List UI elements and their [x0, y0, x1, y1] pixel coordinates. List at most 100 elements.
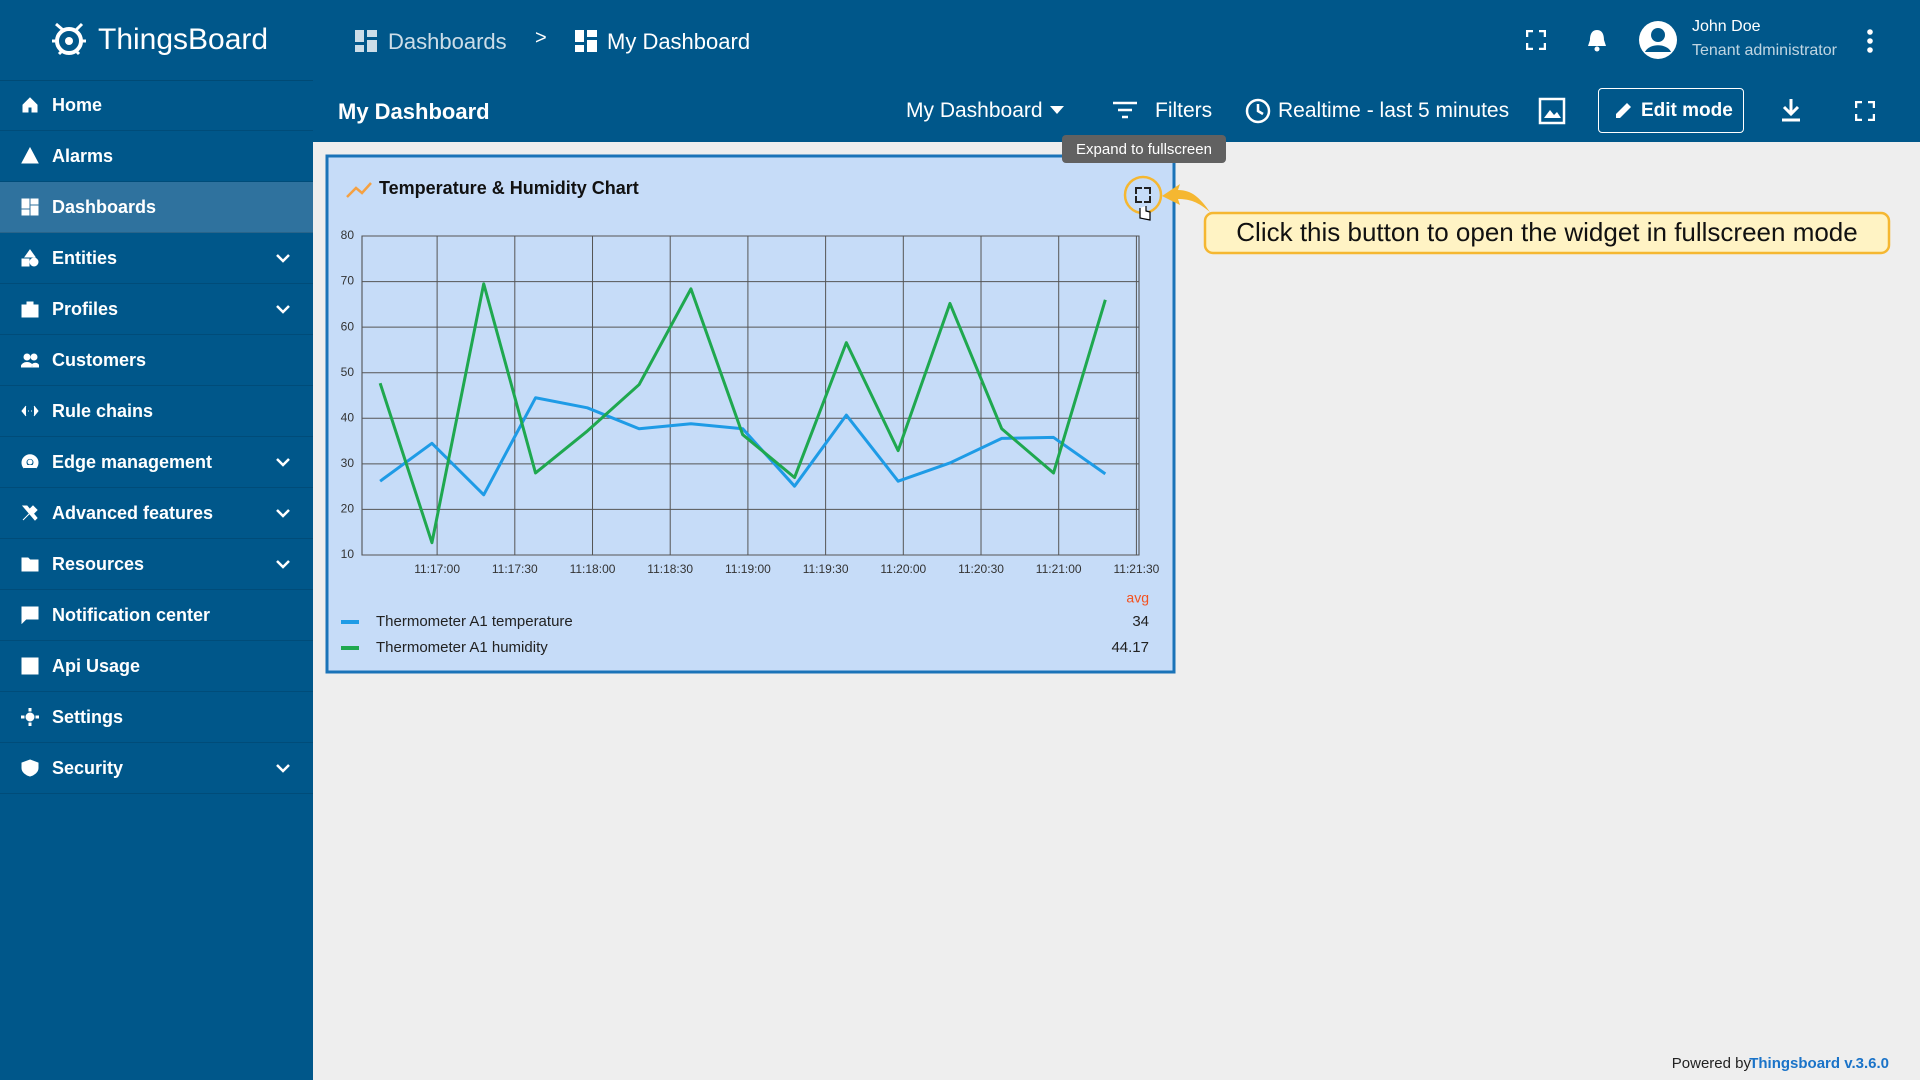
- legend-header: avg: [1126, 590, 1149, 606]
- menu-icon-shape: [21, 353, 39, 368]
- dashboard-select[interactable]: My Dashboard: [906, 99, 1043, 122]
- menu-icon-shape: [21, 198, 39, 216]
- y-tick-label: 10: [341, 547, 355, 561]
- menu-item[interactable]: Settings: [0, 692, 313, 743]
- menu-label: Alarms: [52, 146, 114, 166]
- x-tick-label: 11:18:30: [647, 562, 693, 576]
- menu-chevron: [276, 764, 290, 773]
- y-tick-label: 70: [341, 274, 355, 288]
- dashboard-fullscreen-button[interactable]: [1855, 101, 1875, 121]
- menu-chevron: [276, 254, 290, 263]
- x-tick-label: 11:21:00: [1036, 562, 1082, 576]
- menu-item[interactable]: Dashboards: [0, 182, 313, 233]
- breadcrumb-separator: >: [535, 27, 547, 49]
- series-line: [378, 282, 1107, 545]
- menu-icon: [21, 147, 39, 164]
- menu-chevron: [276, 305, 290, 314]
- fullscreen-button[interactable]: [1526, 30, 1546, 50]
- edit-mode-button[interactable]: Edit mode: [1598, 88, 1744, 133]
- menu-item[interactable]: Profiles: [0, 284, 313, 335]
- sidebar: ThingsBoard Home Alarms Dashboards Entities…: [0, 0, 313, 1080]
- download-button[interactable]: [1780, 99, 1802, 123]
- x-tick-label: 11:20:00: [880, 562, 926, 576]
- logo-text: ThingsBoard: [98, 23, 269, 56]
- menu-item[interactable]: Customers: [0, 335, 313, 386]
- menu-icon: [22, 97, 38, 113]
- dashboards-icon: [355, 30, 377, 52]
- menu-icon: [21, 198, 39, 216]
- menu-icon-shape: [21, 606, 39, 624]
- menu-item[interactable]: Edge management: [0, 437, 313, 488]
- menu-label: Api Usage: [52, 656, 141, 676]
- x-tick-label: 11:21:30: [1113, 562, 1159, 576]
- menu-icon: [21, 405, 39, 417]
- menu-label: Edge management: [52, 452, 213, 472]
- plot: 10 20 30 40 50 60 70 80 11:17:00 11:17:30 11:18:00…: [341, 228, 1160, 656]
- dropdown-arrow: [1050, 106, 1064, 114]
- cursor: [1139, 206, 1151, 221]
- top-bar: Dashboards > My Dashboard John Doe Tenan…: [313, 0, 1920, 142]
- callout-text: Click this button to open the widget in …: [1236, 217, 1857, 247]
- menu-item[interactable]: Notification center: [0, 590, 313, 641]
- menu-item[interactable]: Home: [0, 80, 313, 131]
- widget-icon: [346, 182, 372, 198]
- menu-icon: [21, 301, 39, 318]
- filters-button[interactable]: Filters: [1155, 99, 1213, 122]
- menu-chevron-shape: [276, 254, 290, 263]
- menu-label: Rule chains: [52, 401, 154, 421]
- menu-item[interactable]: Entities: [0, 233, 313, 284]
- menu-icon-shape: [22, 97, 38, 113]
- menu-item[interactable]: Alarms: [0, 131, 313, 182]
- menu-icon: [21, 606, 39, 624]
- menu-item[interactable]: Security: [0, 743, 313, 794]
- footer-link[interactable]: Thingsboard v.3.6.0: [1749, 1055, 1889, 1072]
- x-tick-label: 11:19:30: [803, 562, 849, 576]
- menu-chevron: [276, 458, 290, 467]
- menu-label: Notification center: [52, 605, 211, 625]
- menu-icon-shape: [21, 759, 39, 777]
- menu-label: Profiles: [52, 299, 119, 319]
- menu-icon: [21, 249, 39, 267]
- menu-chevron-shape: [276, 764, 290, 773]
- menu-icon-shape: [21, 505, 38, 521]
- menu-icon-shape: [21, 708, 39, 726]
- edit-icon: [1616, 103, 1631, 118]
- menu-item[interactable]: Api Usage: [0, 641, 313, 692]
- menu-item[interactable]: Rule chains: [0, 386, 313, 437]
- menu-item[interactable]: Resources: [0, 539, 313, 590]
- legend-swatch: [341, 646, 359, 650]
- menu-label: Advanced features: [52, 503, 214, 523]
- legend-label: Thermometer A1 humidity: [376, 639, 548, 656]
- user-avatar[interactable]: [1639, 21, 1677, 59]
- notifications-button[interactable]: [1586, 28, 1608, 52]
- logo-icon: [52, 22, 86, 56]
- footer-prefix: Powered by: [1672, 1055, 1752, 1072]
- image-button[interactable]: [1538, 97, 1566, 125]
- widget-title: Temperature & Humidity Chart: [379, 178, 639, 198]
- legend-value: 34: [1132, 613, 1149, 630]
- x-tick-label: 11:17:30: [492, 562, 538, 576]
- y-tick-label: 80: [341, 228, 355, 242]
- more-button[interactable]: [1866, 29, 1874, 53]
- menu-item[interactable]: Advanced features: [0, 488, 313, 539]
- widget-fullscreen-button[interactable]: [1135, 187, 1151, 203]
- legend-value: 44.17: [1111, 639, 1149, 656]
- menu-icon: [21, 454, 39, 469]
- menu-icon-shape: [21, 147, 39, 164]
- menu-label: Home: [52, 95, 103, 115]
- menu-chevron-shape: [276, 458, 290, 467]
- breadcrumb[interactable]: Dashboards: [388, 29, 507, 54]
- y-tick-label: 50: [341, 365, 355, 379]
- menu-chevron-shape: [276, 560, 290, 569]
- menu-label: Dashboards: [52, 197, 157, 217]
- menu-icon: [21, 708, 39, 726]
- menu-icon-shape: [21, 454, 39, 469]
- timewindow-button[interactable]: Realtime - last 5 minutes: [1278, 99, 1510, 122]
- menu-label: Entities: [52, 248, 118, 268]
- x-tick-label: 11:17:00: [414, 562, 460, 576]
- menu-label: Security: [52, 758, 124, 778]
- tooltip: [1062, 135, 1226, 163]
- menu-chevron-shape: [276, 509, 290, 518]
- menu-icon: [21, 657, 39, 675]
